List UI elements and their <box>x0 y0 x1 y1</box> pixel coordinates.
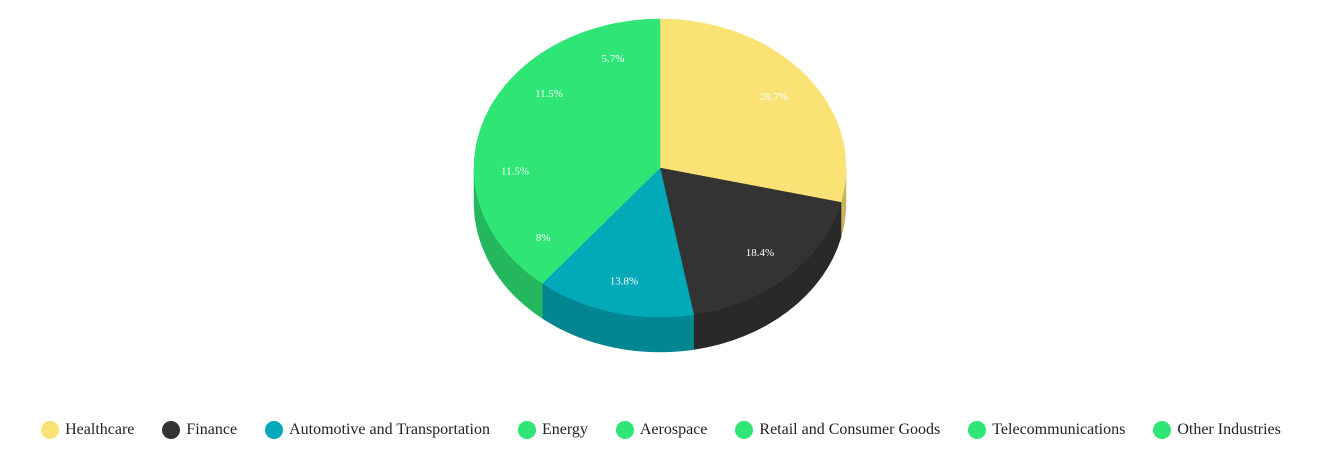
legend-swatch <box>265 421 284 439</box>
legend-label: Aerospace <box>639 421 708 438</box>
legend-swatch <box>1153 421 1172 439</box>
slice-label-retail-and-consumer-goods: 11.5% <box>535 88 563 100</box>
legend-swatch <box>968 421 987 439</box>
legend-label: Finance <box>186 421 238 438</box>
slice-label-finance: 18.4% <box>746 247 774 259</box>
pie-slice-other-industries[interactable] <box>631 18 661 169</box>
legend: Healthcare Finance Automotive and Transpor… <box>0 418 1322 442</box>
legend-item-telecommunications[interactable]: Telecommunications <box>968 421 1125 439</box>
legend-swatch <box>162 421 181 439</box>
legend-label: Retail and Consumer Goods <box>759 421 941 438</box>
legend-item-other-industries[interactable]: Other Industries <box>1153 421 1281 439</box>
legend-swatch <box>517 421 536 439</box>
pie-slice-energy[interactable] <box>487 167 661 284</box>
slice-label-healthcare: 28.7% <box>760 91 788 103</box>
pie-slice-automotive-and-transportation[interactable] <box>541 167 695 318</box>
legend-swatch <box>615 421 634 439</box>
legend-label: Telecommunications <box>992 421 1126 438</box>
legend-label: Energy <box>541 421 588 438</box>
slice-label-telecommunications: 5.7% <box>602 53 625 65</box>
legend-item-finance[interactable]: Finance <box>162 421 237 439</box>
pie-slice-finance[interactable] <box>659 167 842 315</box>
legend-item-retail-and-consumer-goods[interactable]: Retail and Consumer Goods <box>735 421 940 439</box>
legend-label: Automotive and Transportation <box>289 421 490 438</box>
slice-label-automotive-and-transportation: 13.8% <box>610 276 638 288</box>
pie-slice-retail-and-consumer-goods[interactable] <box>484 37 661 169</box>
legend-label: Other Industries <box>1177 421 1281 438</box>
pie-side-walls <box>473 167 847 353</box>
legend-item-healthcare[interactable]: Healthcare <box>41 421 134 439</box>
pie-slice-labels: 28.7% 18.4% 13.8% 8% 11.5% 11.5% 5.7% <box>501 53 788 288</box>
legend-swatch <box>41 421 60 439</box>
pie-top-slices <box>473 18 847 318</box>
pie-slice-aerospace[interactable] <box>473 118 661 225</box>
slice-label-energy: 8% <box>536 232 551 244</box>
slice-label-aerospace: 11.5% <box>501 166 529 178</box>
legend-swatch <box>735 421 754 439</box>
pie-slice-healthcare[interactable] <box>659 18 847 203</box>
legend-label: Healthcare <box>65 421 135 438</box>
legend-item-automotive-and-transportation[interactable]: Automotive and Transportation <box>265 421 490 439</box>
legend-item-aerospace[interactable]: Aerospace <box>615 421 708 439</box>
legend-item-energy[interactable]: Energy <box>517 421 588 439</box>
